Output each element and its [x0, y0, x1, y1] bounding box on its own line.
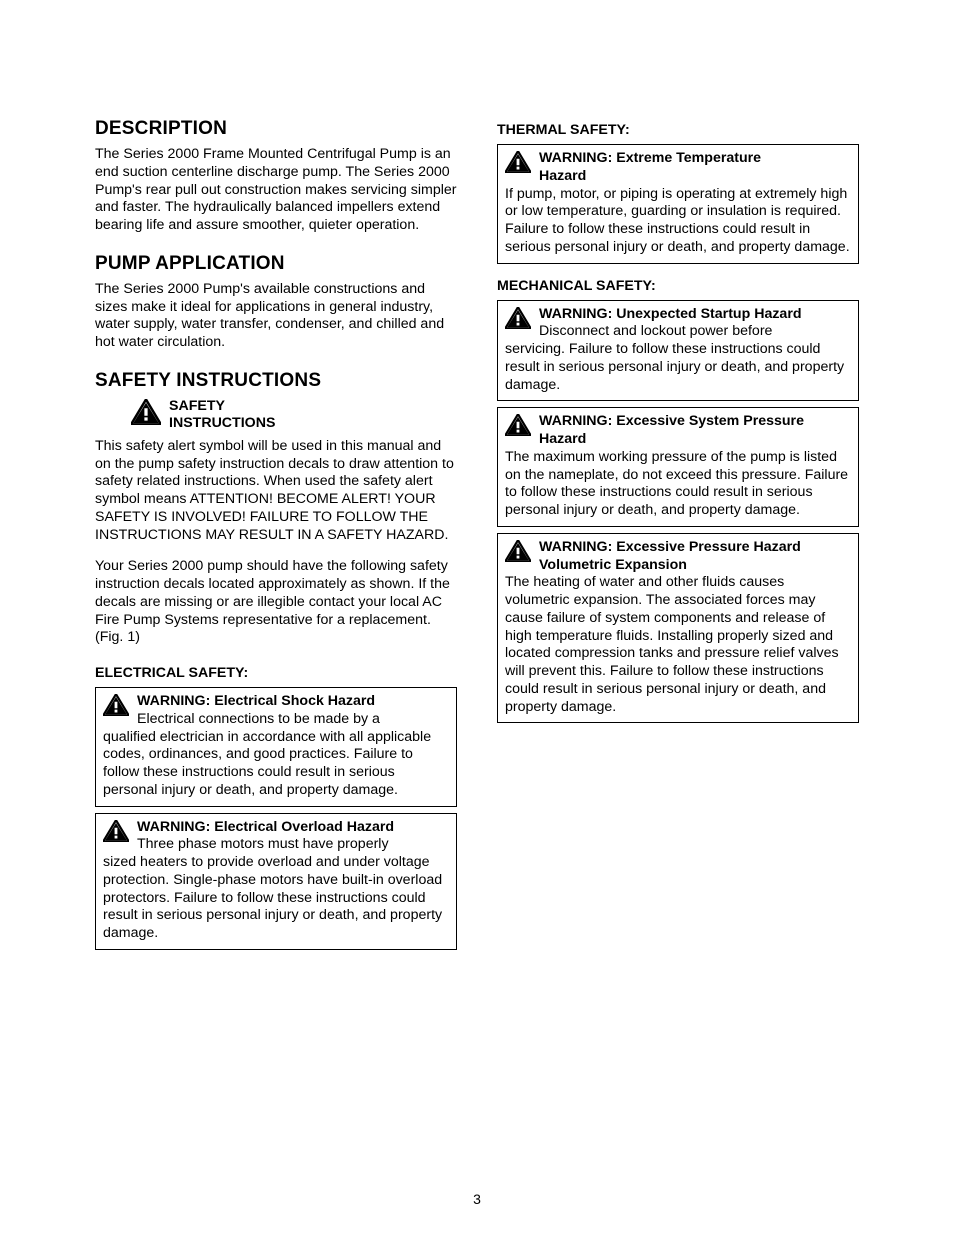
left-column: DESCRIPTION The Series 2000 Frame Mounte… [95, 118, 457, 956]
warning-unexpected-startup: WARNING: Unexpected Startup Hazard Disco… [497, 300, 859, 402]
warning-body: If pump, motor, or piping is operating a… [505, 186, 850, 255]
two-column-layout: DESCRIPTION The Series 2000 Frame Mounte… [95, 118, 859, 956]
safety-instructions-heading: SAFETY INSTRUCTIONS [95, 370, 457, 392]
alert-icon [505, 414, 531, 436]
warning-title: WARNING: Electrical Shock Hazard [137, 693, 375, 709]
warning-title-line1: WARNING: Excessive Pressure Hazard [539, 539, 801, 555]
warning-title-line2: Hazard [539, 431, 586, 447]
alert-icon [505, 307, 531, 329]
warning-title: WARNING: Electrical Overload Hazard [137, 819, 394, 835]
safety-label-line2: INSTRUCTIONS [169, 415, 275, 432]
thermal-safety-subhead: THERMAL SAFETY: [497, 122, 859, 138]
alert-icon [103, 820, 129, 842]
warning-body: The maximum working pressure of the pump… [505, 449, 848, 518]
warning-lead: Disconnect and lockout power before [539, 323, 802, 341]
electrical-safety-subhead: ELECTRICAL SAFETY: [95, 665, 457, 681]
description-body: The Series 2000 Frame Mounted Centrifuga… [95, 146, 457, 235]
page-number: 3 [0, 1191, 954, 1207]
warning-body: The heating of water and other fluids ca… [505, 574, 839, 714]
description-heading: DESCRIPTION [95, 118, 457, 140]
warning-electrical-overload: WARNING: Electrical Overload Hazard Thre… [95, 813, 457, 950]
safety-symbol-row: SAFETY INSTRUCTIONS [95, 398, 457, 432]
warning-extreme-temperature: WARNING: Extreme Temperature Hazard If p… [497, 144, 859, 264]
alert-icon [103, 694, 129, 716]
alert-icon [131, 399, 161, 425]
right-column: THERMAL SAFETY: WARNING: Extreme Tempera… [497, 118, 859, 956]
warning-body: sized heaters to provide overload and un… [103, 854, 442, 941]
warning-title-line1: WARNING: Extreme Temperature [539, 150, 761, 166]
pump-application-body: The Series 2000 Pump's available constru… [95, 281, 457, 352]
safety-label-line1: SAFETY [169, 398, 275, 415]
warning-body: servicing. Failure to follow these instr… [505, 341, 844, 393]
warning-title-line2: Volumetric Expansion [539, 557, 687, 573]
alert-icon [505, 540, 531, 562]
warning-body: qualified electrician in accordance with… [103, 729, 431, 798]
warning-electrical-shock: WARNING: Electrical Shock Hazard Electri… [95, 687, 457, 807]
safety-body-2: Your Series 2000 pump should have the fo… [95, 558, 457, 647]
warning-excessive-pressure-volumetric: WARNING: Excessive Pressure Hazard Volum… [497, 533, 859, 724]
warning-title-line1: WARNING: Excessive System Pressure [539, 413, 804, 429]
alert-icon [505, 151, 531, 173]
mechanical-safety-subhead: MECHANICAL SAFETY: [497, 278, 859, 294]
safety-body-1: This safety alert symbol will be used in… [95, 438, 457, 545]
pump-application-heading: PUMP APPLICATION [95, 253, 457, 275]
warning-lead: Three phase motors must have properly [137, 836, 394, 854]
warning-lead: Electrical connections to be made by a [137, 711, 380, 729]
safety-label: SAFETY INSTRUCTIONS [169, 398, 275, 432]
warning-title-line2: Hazard [539, 168, 586, 184]
warning-title: WARNING: Unexpected Startup Hazard [539, 306, 802, 322]
warning-excessive-system-pressure: WARNING: Excessive System Pressure Hazar… [497, 407, 859, 527]
